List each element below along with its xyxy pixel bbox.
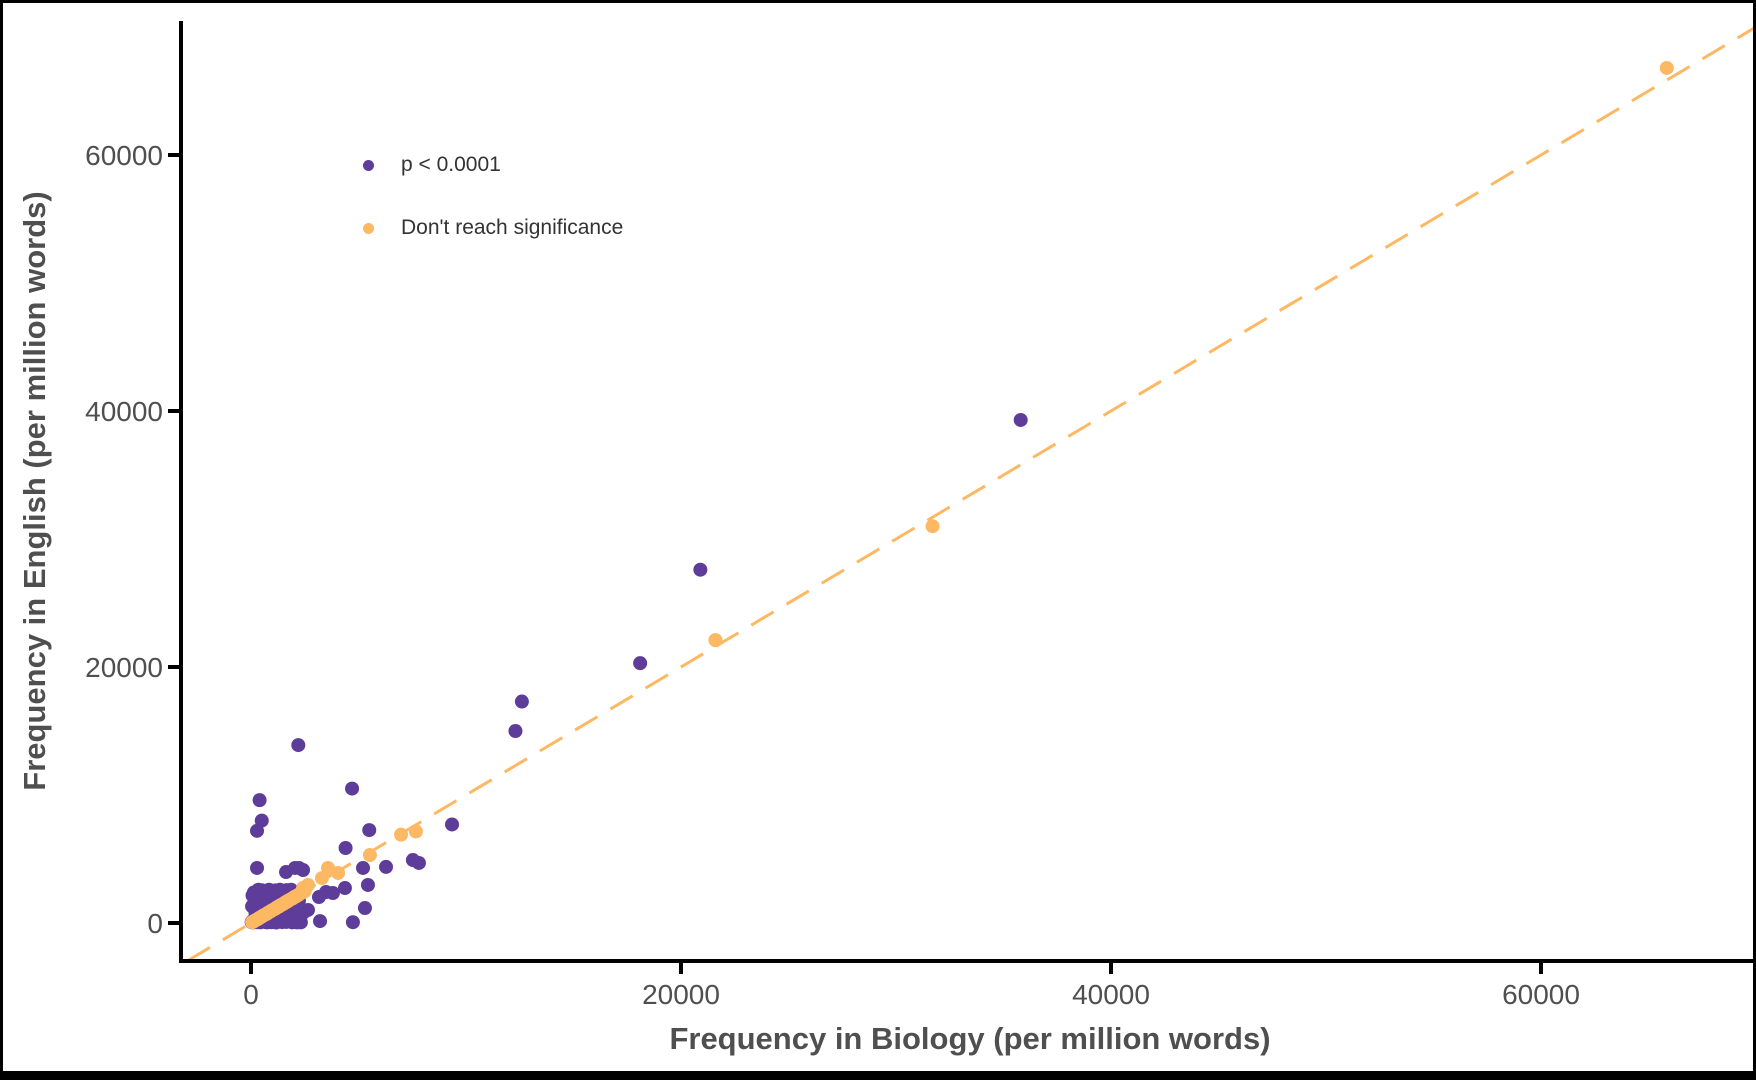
data-point-significant: [291, 738, 306, 753]
data-point-significant: [633, 656, 648, 671]
x-tick-label: 0: [243, 979, 259, 1010]
data-point-significant: [379, 859, 394, 874]
data-point-significant: [411, 855, 426, 870]
data-point-nonsignificant: [362, 848, 377, 863]
y-tick-label: 20000: [85, 652, 163, 683]
data-point-significant: [345, 915, 360, 930]
x-tick-label: 40000: [1072, 979, 1150, 1010]
y-axis-title: Frequency in English (per million words): [17, 191, 52, 791]
legend-label-nonsignificant: Don't reach significance: [401, 216, 624, 239]
data-point-significant: [325, 886, 340, 901]
data-point-significant: [1013, 412, 1028, 427]
data-point-significant: [360, 877, 375, 892]
data-point-significant: [508, 724, 523, 738]
y-tick-label: 0: [147, 908, 163, 939]
legend-label-significant: p < 0.0001: [401, 153, 501, 176]
nonsignificant-dot-icon: [363, 222, 374, 234]
data-point-significant: [362, 823, 377, 838]
x-tick-label: 60000: [1502, 979, 1580, 1010]
data-point-significant: [293, 901, 308, 916]
data-point-nonsignificant: [408, 824, 423, 839]
identity-line: [186, 27, 1753, 963]
data-point-nonsignificant: [925, 519, 940, 534]
data-point-significant: [514, 694, 529, 709]
data-point-nonsignificant: [314, 871, 329, 886]
data-point-significant: [693, 562, 708, 577]
data-point-significant: [445, 817, 460, 832]
data-point-significant: [293, 915, 308, 930]
data-point-significant: [337, 881, 352, 896]
data-point-significant: [357, 901, 372, 916]
data-point-nonsignificant: [1659, 60, 1674, 75]
legend-item-significant: p < 0.0001: [363, 153, 623, 177]
data-point-nonsignificant: [708, 633, 723, 648]
data-point-significant: [356, 860, 371, 875]
data-point-significant: [338, 840, 353, 855]
x-tick-label: 20000: [642, 979, 720, 1010]
scatter-plot-canvas: 0 20000 40000 60000 0 20000 40000 60000: [85, 21, 1753, 1010]
data-point-significant: [291, 860, 306, 875]
data-point-nonsignificant: [297, 884, 312, 899]
data-point-nonsignificant: [320, 860, 335, 875]
data-point-significant: [313, 914, 328, 929]
data-point-significant: [345, 781, 360, 796]
data-point-significant: [250, 823, 265, 838]
data-point-nonsignificant: [394, 827, 409, 842]
y-tick-label: 60000: [85, 140, 163, 171]
legend-item-nonsignificant: Don't reach significance: [363, 216, 623, 240]
y-tick-label: 40000: [85, 396, 163, 427]
data-point-significant: [250, 860, 265, 875]
legend: p < 0.0001 Don't reach significance: [363, 153, 623, 279]
significant-dot-icon: [363, 159, 374, 171]
data-point-significant: [252, 793, 267, 808]
x-axis-title: Frequency in Biology (per million words): [669, 1021, 1271, 1056]
